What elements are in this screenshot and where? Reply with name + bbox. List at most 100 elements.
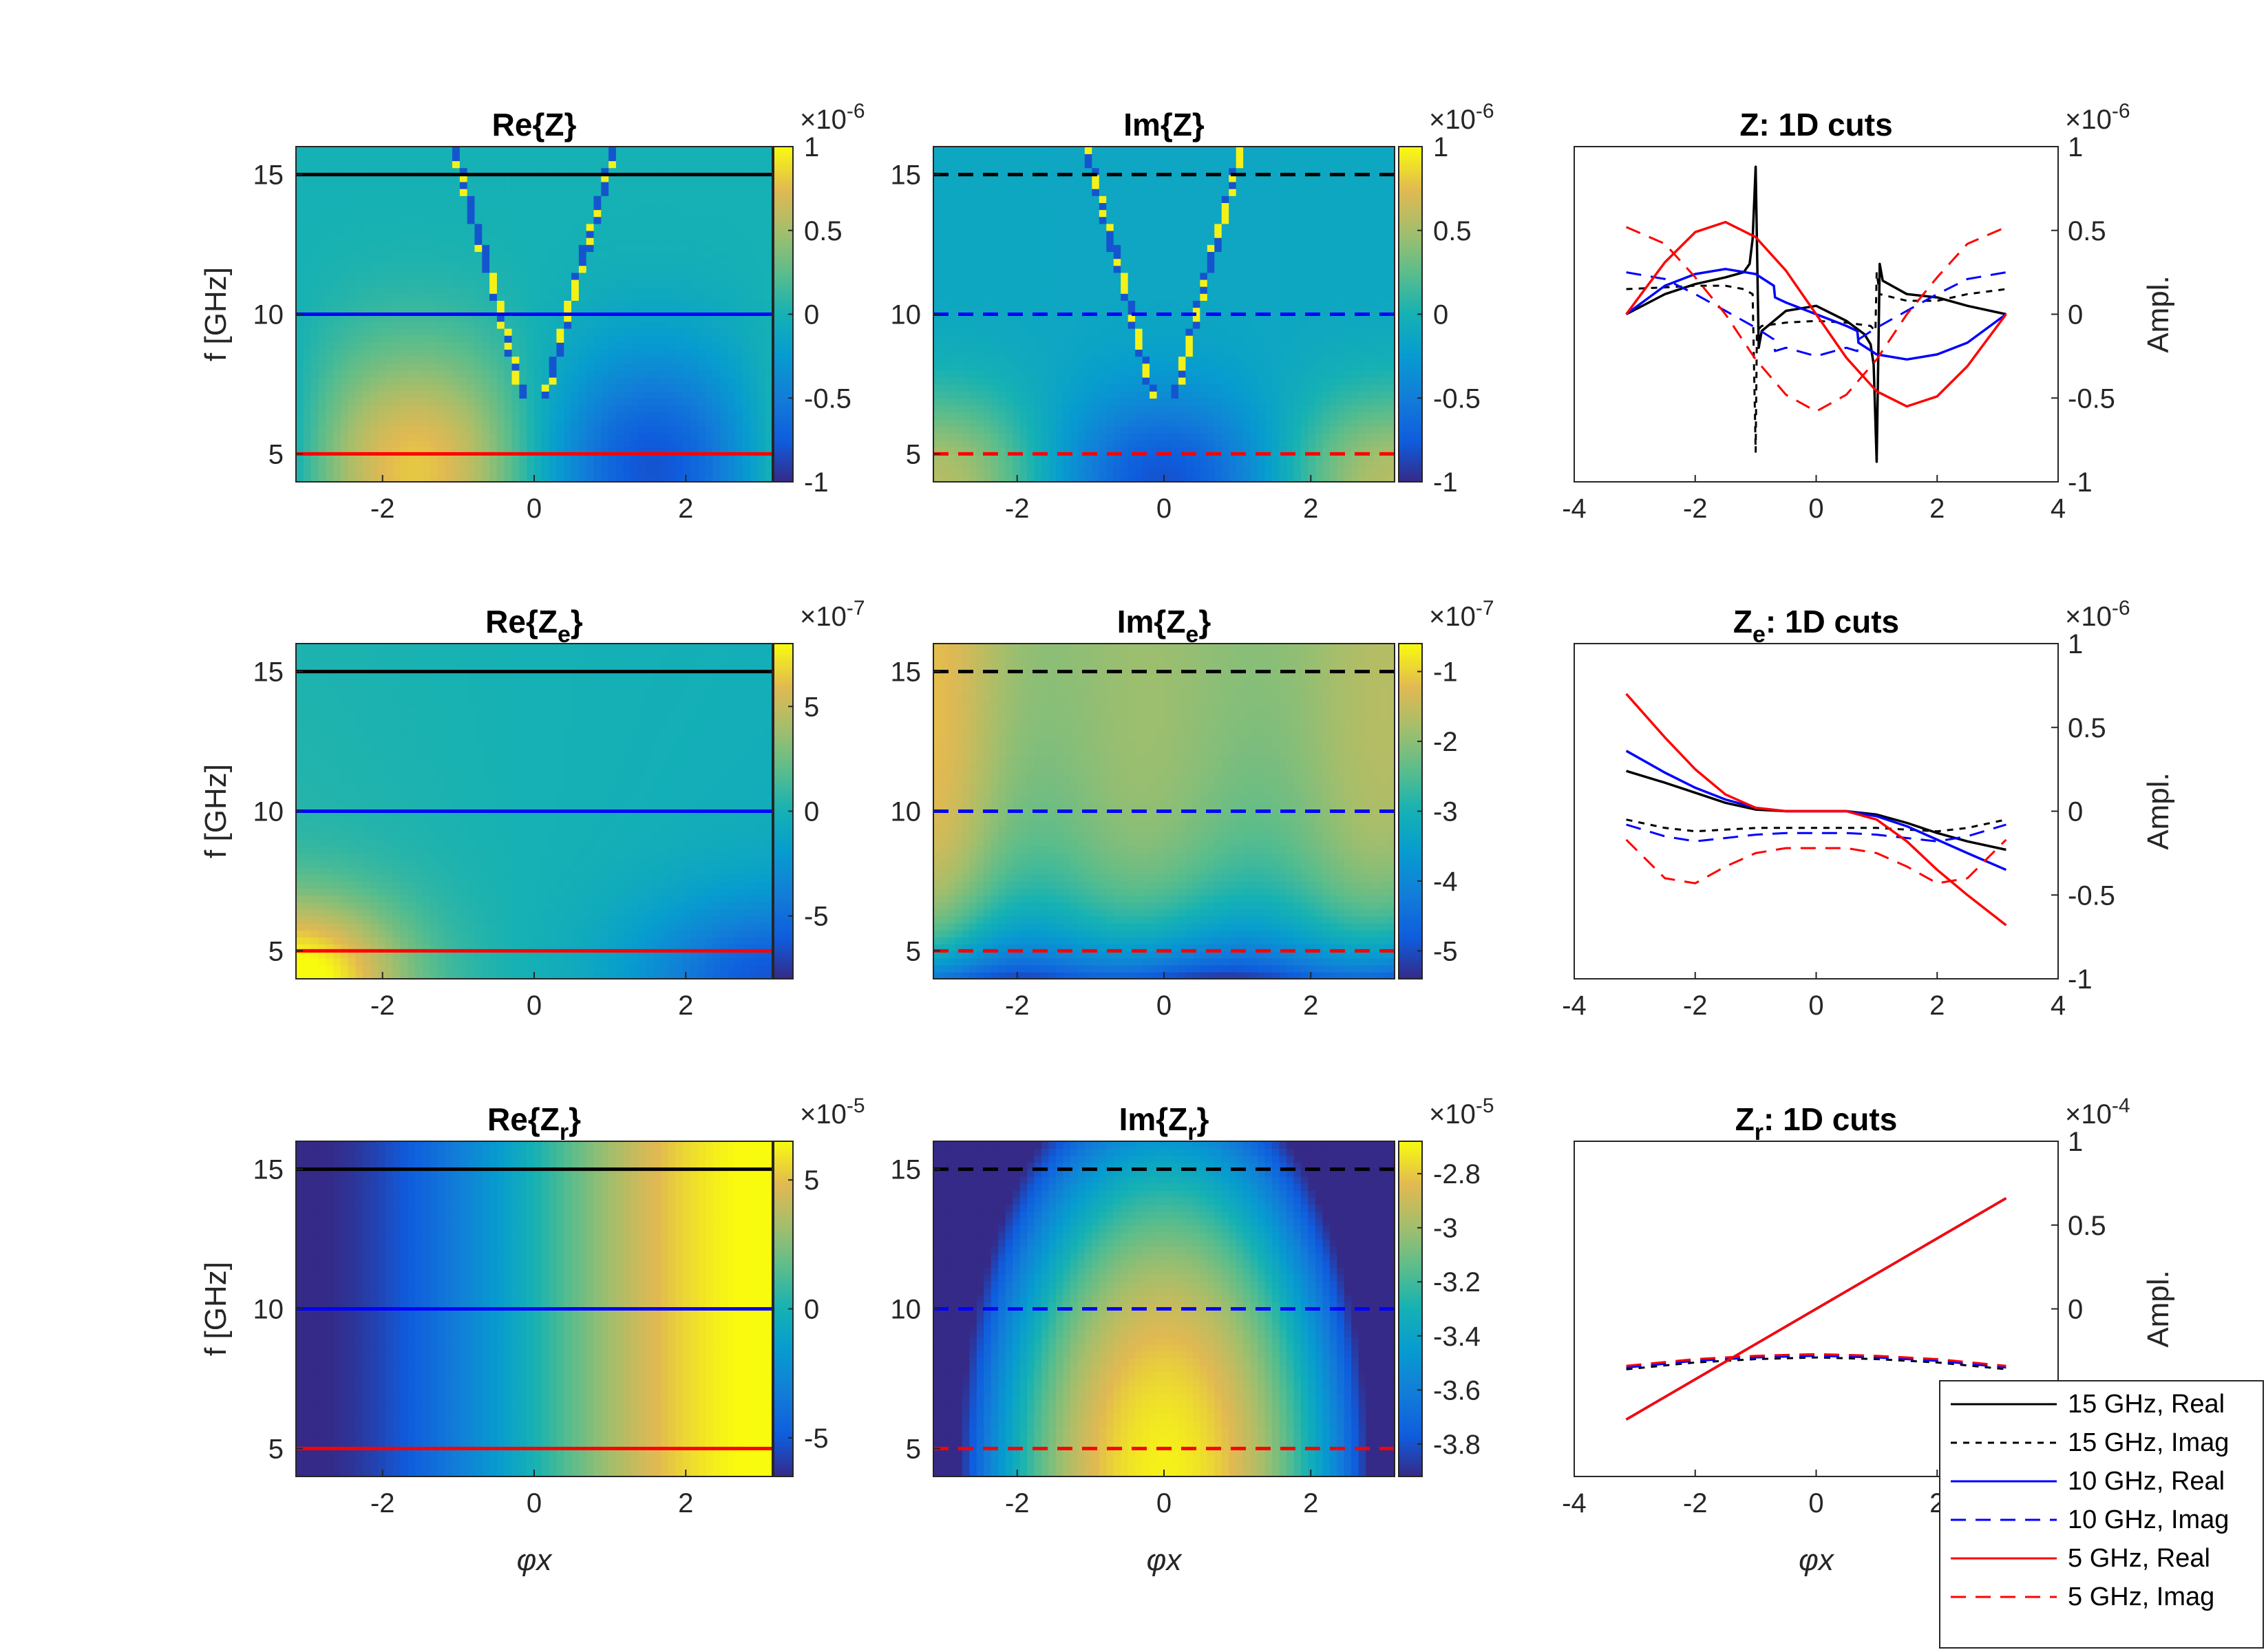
heat-cell bbox=[363, 461, 371, 469]
heat-cell bbox=[445, 405, 453, 412]
heat-cell bbox=[356, 468, 364, 476]
heat-cell bbox=[452, 349, 460, 357]
heat-cell bbox=[385, 273, 394, 280]
heat-cell bbox=[415, 370, 423, 378]
heat-cell bbox=[437, 251, 445, 259]
heat-cell bbox=[296, 258, 304, 266]
heat-cell bbox=[304, 237, 312, 245]
heat-cell bbox=[512, 195, 520, 203]
heat-cell bbox=[519, 265, 527, 273]
heat-cell bbox=[571, 363, 580, 371]
heat-cell bbox=[296, 440, 304, 447]
heat-cell bbox=[407, 419, 416, 427]
heat-cell bbox=[370, 419, 379, 427]
heat-cell bbox=[318, 300, 326, 308]
heat-cell bbox=[304, 153, 312, 161]
heat-cell bbox=[586, 258, 595, 266]
heat-cell bbox=[437, 440, 445, 447]
heat-cell bbox=[445, 195, 453, 203]
heat-cell bbox=[519, 216, 527, 224]
heat-cell bbox=[594, 384, 602, 392]
heat-cell bbox=[542, 147, 550, 154]
heat-cell bbox=[296, 195, 304, 203]
heat-cell bbox=[423, 251, 431, 259]
heat-cell bbox=[489, 405, 498, 412]
heat-cell bbox=[542, 279, 550, 287]
heat-cell bbox=[534, 189, 542, 196]
heat-cell bbox=[304, 147, 312, 154]
heat-cell bbox=[348, 224, 357, 231]
heat-cell bbox=[407, 426, 416, 434]
heat-cell bbox=[445, 384, 453, 392]
heat-cell bbox=[467, 321, 476, 329]
heat-cell bbox=[534, 328, 542, 336]
heat-cell bbox=[556, 202, 564, 210]
heat-cell bbox=[363, 160, 371, 168]
heat-cell bbox=[326, 377, 334, 385]
heat-cell bbox=[393, 286, 401, 294]
heat-cell bbox=[400, 342, 408, 350]
heat-cell bbox=[452, 265, 460, 273]
heat-cell bbox=[475, 356, 483, 363]
heat-cell bbox=[542, 237, 550, 245]
heat-cell bbox=[430, 461, 438, 469]
heat-cell bbox=[400, 412, 408, 420]
heat-cell bbox=[393, 265, 401, 273]
heat-cell bbox=[341, 342, 349, 350]
heat-cell bbox=[296, 160, 304, 168]
heat-cell bbox=[467, 273, 476, 280]
heat-cell bbox=[452, 377, 460, 385]
heat-cell bbox=[393, 370, 401, 378]
heat-cell bbox=[311, 426, 319, 434]
heat-cell bbox=[497, 224, 505, 231]
heat-cell bbox=[505, 321, 513, 329]
heat-cell bbox=[437, 147, 445, 154]
heat-cell bbox=[356, 433, 364, 441]
heat-cell bbox=[467, 279, 476, 287]
heat-cell bbox=[296, 244, 304, 252]
heat-cell bbox=[579, 189, 587, 196]
heat-cell bbox=[467, 153, 476, 161]
heat-cell bbox=[370, 160, 379, 168]
heat-cell bbox=[527, 286, 535, 294]
heat-cell bbox=[594, 398, 602, 405]
heat-cell bbox=[333, 293, 341, 301]
heat-cell bbox=[519, 209, 527, 217]
heat-cell bbox=[356, 237, 364, 245]
heat-cell bbox=[430, 328, 438, 336]
heat-cell bbox=[586, 265, 595, 273]
heat-cell bbox=[489, 342, 498, 350]
heat-cell bbox=[549, 244, 558, 252]
heat-cell bbox=[460, 412, 468, 420]
heat-cell bbox=[556, 153, 564, 161]
heat-cell bbox=[341, 209, 349, 217]
heat-cell bbox=[385, 189, 394, 196]
heat-cell bbox=[460, 384, 468, 392]
heat-cell bbox=[586, 160, 595, 168]
heat-cell bbox=[497, 384, 505, 392]
heat-cell bbox=[482, 209, 490, 217]
heat-cell bbox=[393, 231, 401, 238]
heat-cell bbox=[385, 405, 394, 412]
heat-cell bbox=[594, 265, 602, 273]
heat-cell bbox=[579, 251, 587, 259]
heat-cell bbox=[549, 258, 558, 266]
heat-cell bbox=[556, 300, 564, 308]
heat-cell bbox=[527, 251, 535, 259]
heat-cell bbox=[594, 321, 602, 329]
heat-cell bbox=[296, 349, 304, 357]
heat-cell bbox=[304, 349, 312, 357]
heat-cell bbox=[415, 391, 423, 399]
heat-cell bbox=[571, 237, 580, 245]
heat-cell bbox=[370, 405, 379, 412]
heat-cell bbox=[348, 147, 357, 154]
heat-cell bbox=[452, 231, 460, 238]
heat-cell bbox=[348, 279, 357, 287]
heat-cell bbox=[512, 377, 520, 385]
heat-cell bbox=[363, 426, 371, 434]
heat-cell bbox=[296, 335, 304, 343]
heat-cell bbox=[296, 419, 304, 427]
heat-cell bbox=[505, 244, 513, 252]
heat-cell bbox=[452, 405, 460, 412]
heat-cell bbox=[400, 328, 408, 336]
